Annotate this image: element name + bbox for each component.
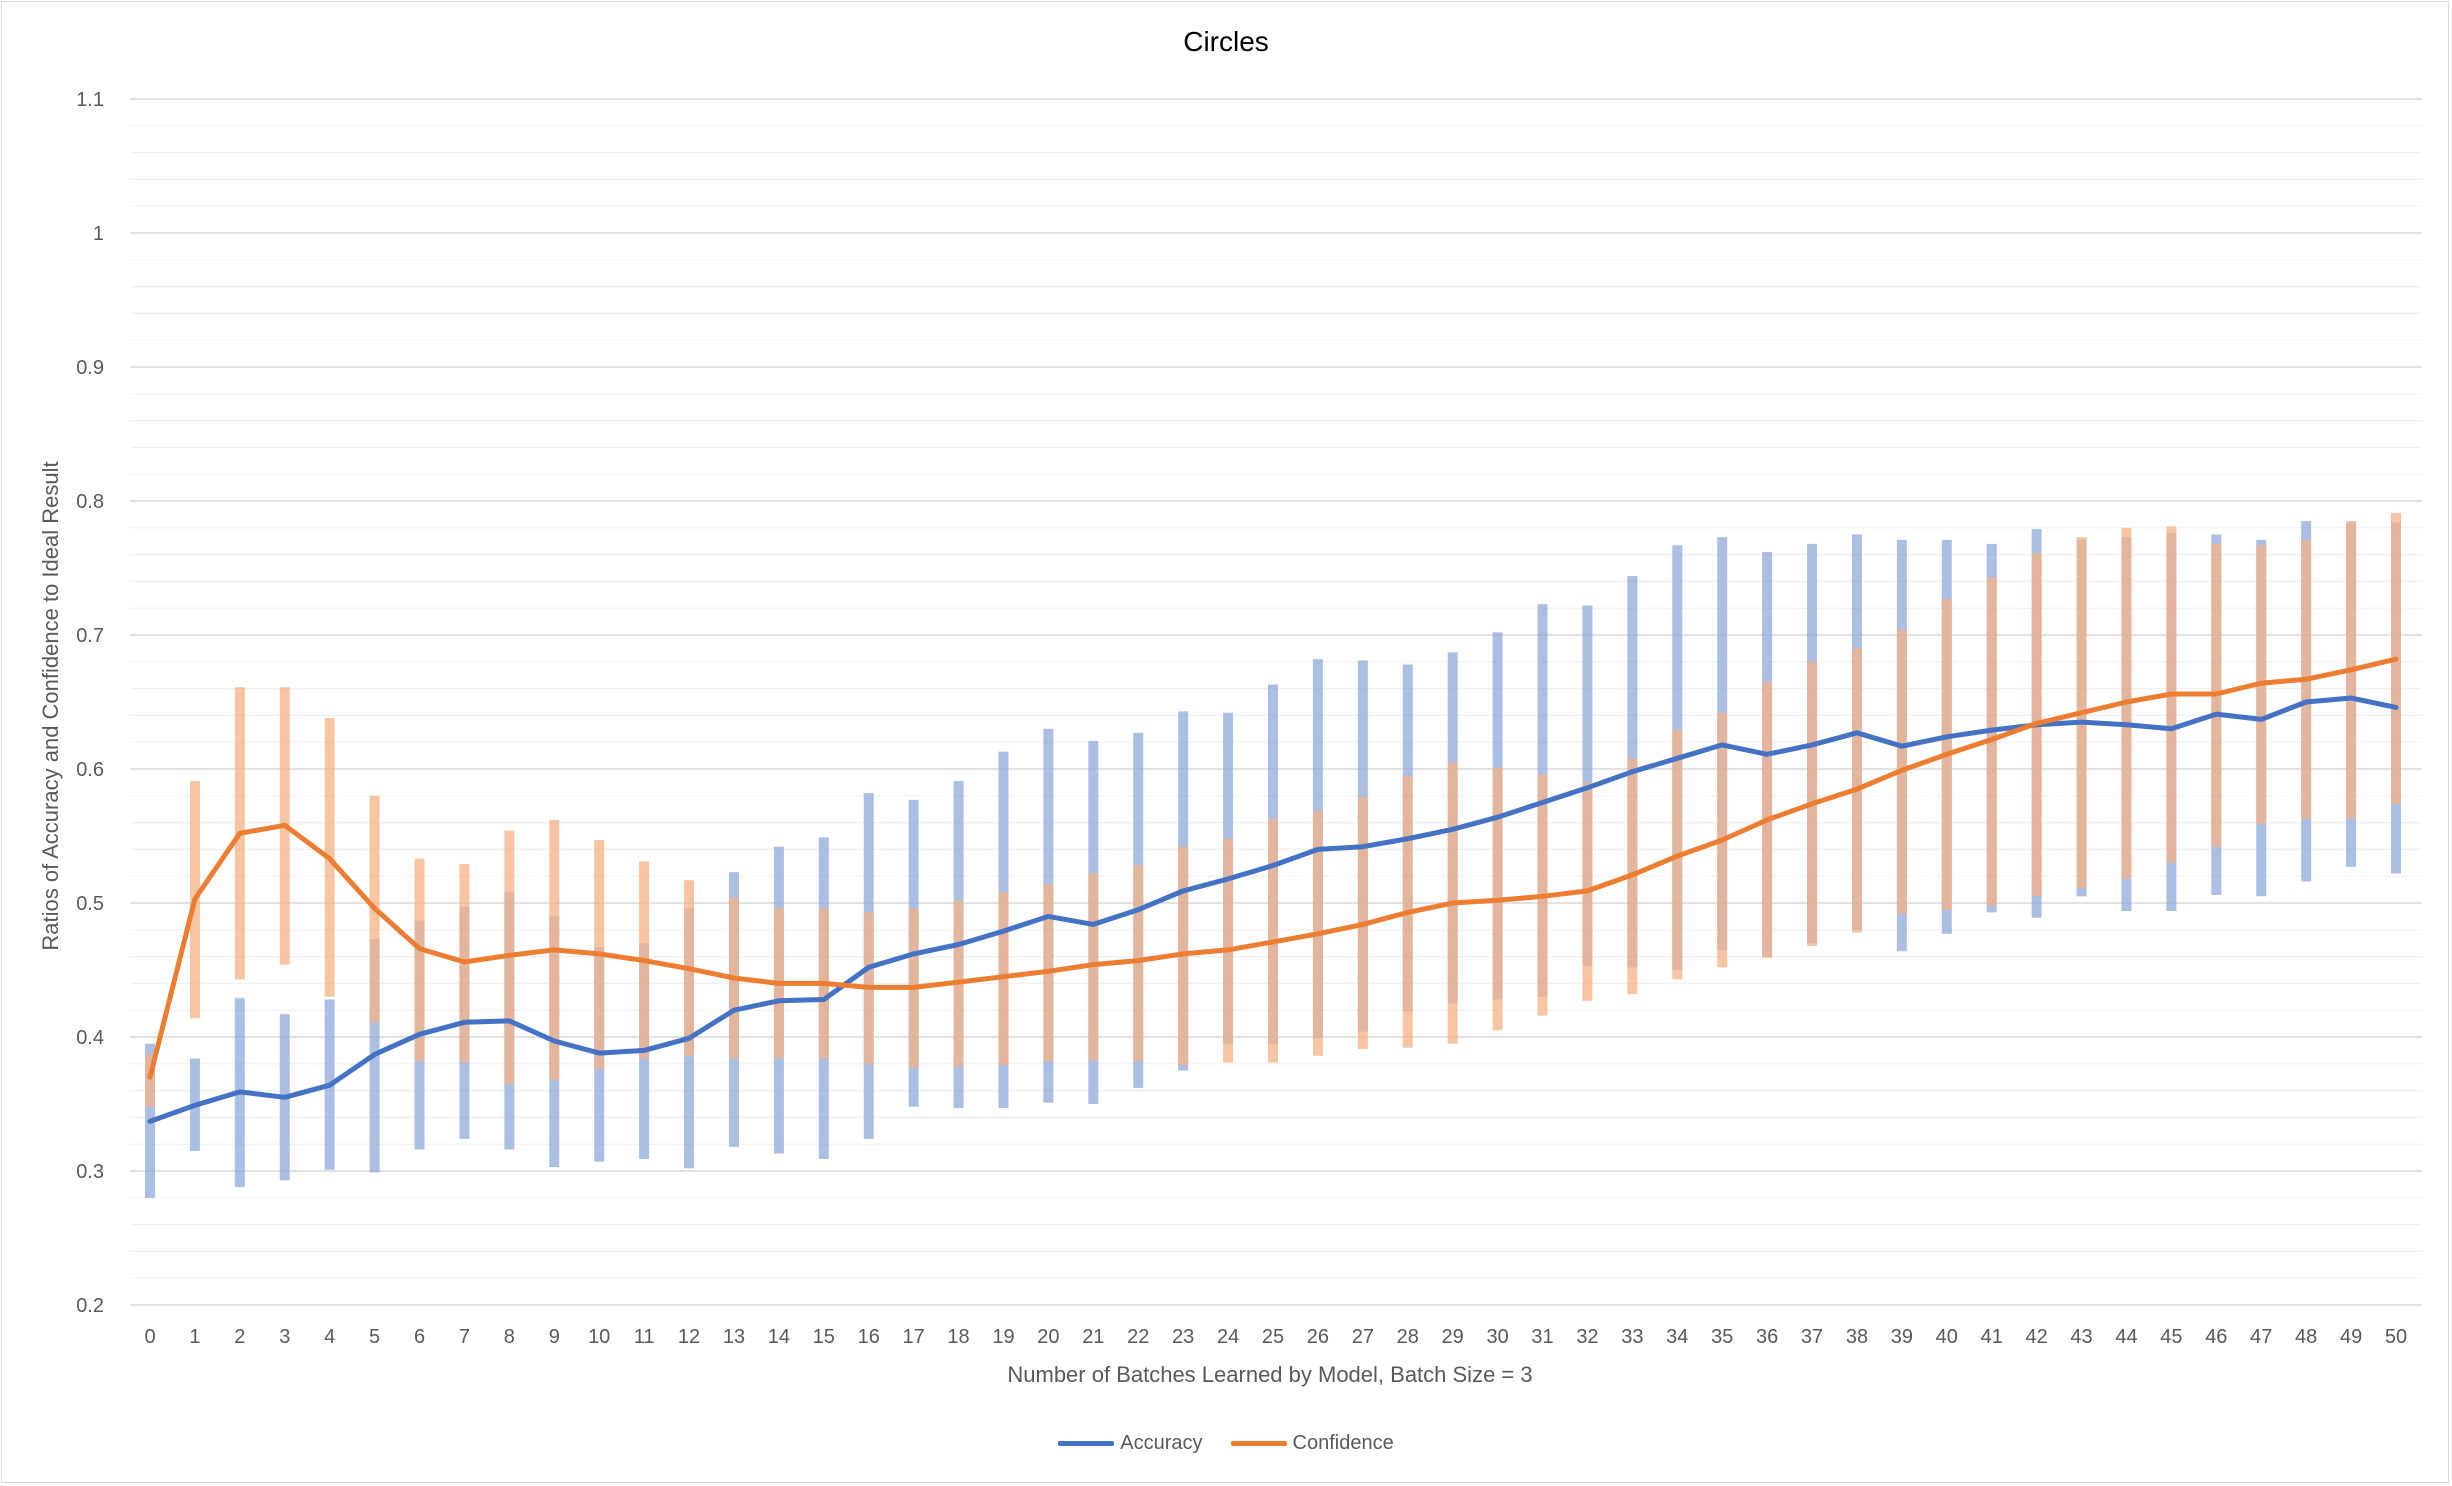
x-tick-label: 32 xyxy=(1576,1326,1598,1348)
x-tick-label: 21 xyxy=(1082,1326,1104,1348)
series-line-confidence xyxy=(147,656,2399,1080)
x-axis-title: Number of Batches Learned by Model, Batc… xyxy=(1007,1362,1532,1387)
x-tick-label: 44 xyxy=(2115,1326,2137,1348)
y-tick-label: 0.3 xyxy=(76,1161,104,1183)
y-tick-label: 0.9 xyxy=(76,357,104,379)
x-tick-label: 46 xyxy=(2205,1326,2227,1348)
x-tick-label: 50 xyxy=(2385,1326,2407,1348)
legend: Accuracy Confidence xyxy=(0,1432,2452,1455)
x-tick-label: 24 xyxy=(1217,1326,1239,1348)
x-tick-label: 38 xyxy=(1846,1326,1868,1348)
legend-label: Accuracy xyxy=(1120,1432,1203,1454)
y-tick-label: 0.8 xyxy=(76,491,104,513)
x-tick-label: 6 xyxy=(414,1326,425,1348)
x-tick-label: 41 xyxy=(1981,1326,2003,1348)
series-lines xyxy=(147,656,2399,1124)
x-tick-label: 15 xyxy=(813,1326,835,1348)
x-tick-label: 25 xyxy=(1262,1326,1284,1348)
error-bar-confidence xyxy=(414,858,425,1062)
y-axis-title: Ratios of Accuracy and Confidence to Ide… xyxy=(38,461,63,950)
y-tick-label: 0.6 xyxy=(76,759,104,781)
legend-swatch xyxy=(1230,1441,1287,1446)
chart-title: Circles xyxy=(1183,26,1269,57)
x-tick-label: 12 xyxy=(678,1326,700,1348)
x-tick-label: 16 xyxy=(858,1326,880,1348)
legend-item-accuracy: Accuracy xyxy=(1058,1432,1203,1455)
x-tick-label: 40 xyxy=(1936,1326,1958,1348)
legend-item-confidence: Confidence xyxy=(1230,1432,1394,1455)
x-tick-label: 27 xyxy=(1352,1326,1374,1348)
y-tick-label: 0.5 xyxy=(76,893,104,915)
error-bars xyxy=(145,513,2401,1198)
x-tick-label: 20 xyxy=(1037,1326,1059,1348)
x-tick-label: 8 xyxy=(504,1326,515,1348)
x-tick-label: 3 xyxy=(279,1326,290,1348)
legend-swatch xyxy=(1058,1441,1115,1446)
x-tick-label: 43 xyxy=(2070,1326,2092,1348)
x-tick-label: 14 xyxy=(768,1326,790,1348)
x-tick-label: 34 xyxy=(1666,1326,1688,1348)
x-tick-label: 35 xyxy=(1711,1326,1733,1348)
x-tick-label: 9 xyxy=(549,1326,560,1348)
x-tick-label: 17 xyxy=(903,1326,925,1348)
x-tick-label: 45 xyxy=(2160,1326,2182,1348)
x-tick-label: 0 xyxy=(144,1326,155,1348)
x-tick-label: 23 xyxy=(1172,1326,1194,1348)
x-tick-label: 47 xyxy=(2250,1326,2272,1348)
x-tick-label: 13 xyxy=(723,1326,745,1348)
x-tick-label: 31 xyxy=(1531,1326,1553,1348)
x-tick-label: 1 xyxy=(189,1326,200,1348)
x-tick-label: 2 xyxy=(234,1326,245,1348)
y-tick-label: 1.1 xyxy=(76,89,104,111)
x-tick-label: 10 xyxy=(588,1326,610,1348)
y-tick-label: 0.2 xyxy=(76,1295,104,1317)
x-tick-label: 18 xyxy=(947,1326,969,1348)
x-tick-label: 26 xyxy=(1307,1326,1329,1348)
legend-label: Confidence xyxy=(1292,1432,1394,1454)
x-tick-label: 5 xyxy=(369,1326,380,1348)
x-tick-label: 39 xyxy=(1891,1326,1913,1348)
y-tick-label: 0.4 xyxy=(76,1027,104,1049)
x-tick-label: 37 xyxy=(1801,1326,1823,1348)
y-tick-label: 1 xyxy=(93,223,104,245)
x-tick-label: 7 xyxy=(459,1326,470,1348)
error-bar-confidence xyxy=(145,1054,155,1107)
x-tick-label: 11 xyxy=(634,1326,655,1348)
x-tick-label: 28 xyxy=(1397,1326,1419,1348)
x-tick-label: 19 xyxy=(992,1326,1014,1348)
x-tick-label: 4 xyxy=(324,1326,335,1348)
x-tick-label: 49 xyxy=(2340,1326,2362,1348)
x-tick-label: 48 xyxy=(2295,1326,2317,1348)
x-tick-label: 36 xyxy=(1756,1326,1778,1348)
x-tick-label: 29 xyxy=(1442,1326,1464,1348)
x-tick-label: 33 xyxy=(1621,1326,1643,1348)
error-bar-confidence xyxy=(1133,865,1144,1062)
x-tick-label: 42 xyxy=(2026,1326,2048,1348)
x-tick-label: 22 xyxy=(1127,1326,1149,1348)
x-tick-label: 30 xyxy=(1486,1326,1508,1348)
y-tick-label: 0.7 xyxy=(76,625,104,647)
axis-labels: 0.20.30.40.50.60.70.80.911.10 1 2 3 4 5 6 7 8 9 10… xyxy=(76,89,2407,1348)
